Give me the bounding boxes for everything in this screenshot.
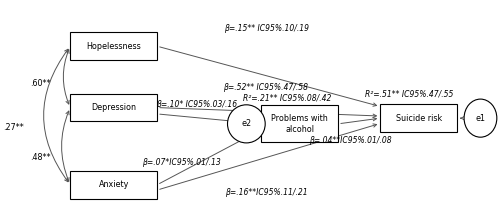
Ellipse shape <box>228 105 265 143</box>
Text: β=.52** IC95%.47/.58: β=.52** IC95%.47/.58 <box>222 83 308 92</box>
Ellipse shape <box>464 99 497 137</box>
Text: .60**: .60** <box>30 79 51 88</box>
Text: Hopelessness: Hopelessness <box>86 42 141 51</box>
Text: β=.16**IC95%.11/.21: β=.16**IC95%.11/.21 <box>225 188 308 197</box>
Text: .27**: .27** <box>3 123 24 132</box>
FancyBboxPatch shape <box>380 104 457 132</box>
Text: Suicide risk: Suicide risk <box>396 114 442 123</box>
Text: R²=.21** IC95%.08/.42: R²=.21** IC95%.08/.42 <box>243 94 331 102</box>
FancyBboxPatch shape <box>261 105 338 142</box>
Text: e2: e2 <box>242 119 252 128</box>
Text: Anxiety: Anxiety <box>98 180 129 189</box>
Text: Depression: Depression <box>91 103 136 112</box>
Text: β=.15** IC95%.10/.19: β=.15** IC95%.10/.19 <box>224 24 308 33</box>
FancyBboxPatch shape <box>70 32 157 60</box>
Text: β=.04**IC95%.01/.08: β=.04**IC95%.01/.08 <box>309 136 392 145</box>
Text: R²=.51** IC95%.47/.55: R²=.51** IC95%.47/.55 <box>365 89 453 98</box>
Text: Problems with
alcohol: Problems with alcohol <box>272 114 328 134</box>
Text: β=.07*IC95%.01/.13: β=.07*IC95%.01/.13 <box>142 158 221 167</box>
Text: β=.10* IC95%.03/.16: β=.10* IC95%.03/.16 <box>156 100 238 109</box>
Text: .48**: .48** <box>30 153 51 162</box>
Text: e1: e1 <box>476 114 486 123</box>
FancyBboxPatch shape <box>70 94 157 121</box>
FancyBboxPatch shape <box>70 171 157 199</box>
